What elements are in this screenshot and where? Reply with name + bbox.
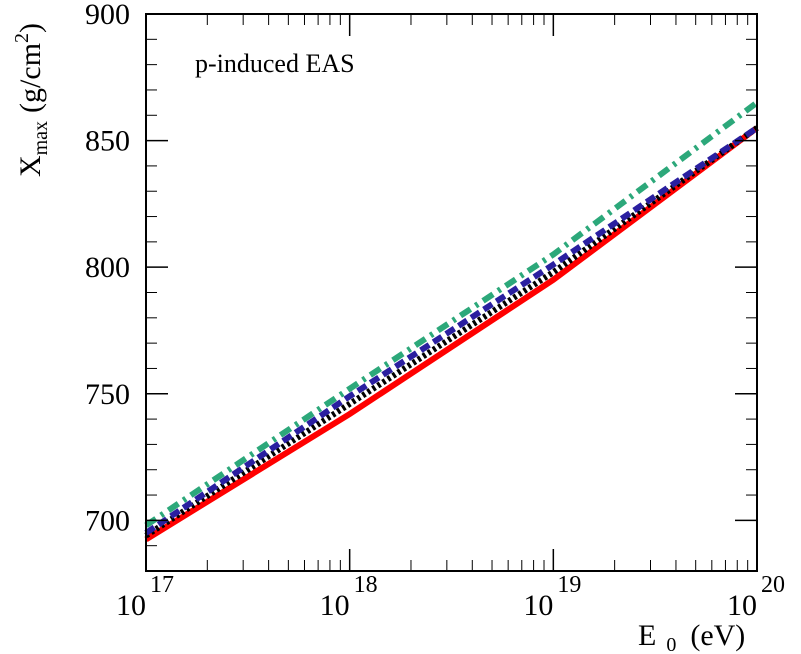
y-tick-label: 700: [85, 504, 130, 537]
x-tick-label: 10: [320, 589, 350, 622]
y-tick-label: 900: [85, 0, 130, 31]
x-tick-label: 10: [116, 589, 146, 622]
y-label-unit: (g/cm: [14, 43, 47, 113]
x-label-sub: 0: [666, 634, 676, 654]
x-label-main: E: [638, 619, 656, 652]
x-axis-label: E 0 (eV): [638, 619, 745, 654]
y-tick-label: 850: [85, 125, 130, 158]
y-tick-label: 750: [85, 378, 130, 411]
y-label-sub: max: [30, 121, 52, 155]
x-tick-exponent: 20: [761, 572, 785, 598]
plot-frame: [145, 13, 758, 572]
x-tick-exponent: 18: [354, 572, 378, 598]
series-line: [144, 125, 759, 536]
series-line: [144, 100, 759, 528]
series-line: [144, 125, 759, 539]
y-axis-label: Xmax (g/cm2): [11, 23, 52, 177]
x-tick-label: 10: [727, 589, 757, 622]
x-label-unit: (eV): [690, 619, 745, 652]
x-tick-exponent: 17: [150, 572, 174, 598]
y-label-sup: 2: [11, 33, 33, 43]
x-tick-exponent: 19: [557, 572, 581, 598]
annotation: p-induced EAS: [195, 49, 355, 78]
y-label-main: X: [14, 155, 47, 177]
series-line: [144, 125, 759, 542]
y-label-close: ): [14, 23, 47, 33]
y-tick-label: 800: [85, 251, 130, 284]
x-tick-label: 10: [523, 589, 553, 622]
